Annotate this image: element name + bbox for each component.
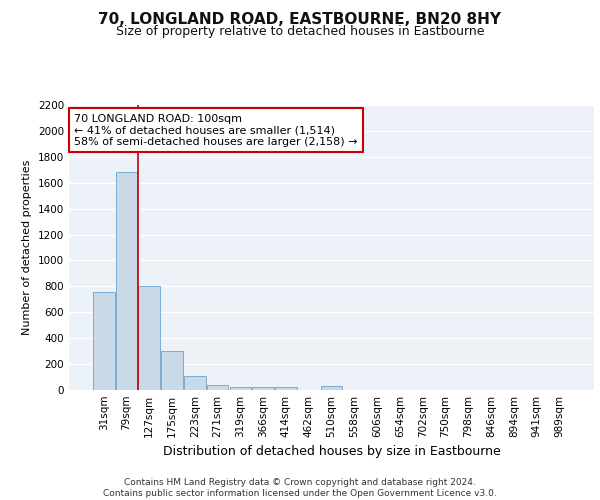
- Bar: [116, 172, 137, 390]
- Bar: [207, 386, 229, 390]
- Bar: [320, 386, 343, 390]
- Y-axis label: Number of detached properties: Number of detached properties: [22, 160, 32, 335]
- Text: Contains HM Land Registry data © Crown copyright and database right 2024.
Contai: Contains HM Land Registry data © Crown c…: [103, 478, 497, 498]
- Bar: [253, 388, 274, 390]
- Bar: [93, 292, 115, 390]
- Bar: [275, 388, 297, 390]
- Bar: [139, 286, 160, 390]
- Text: 70, LONGLAND ROAD, EASTBOURNE, BN20 8HY: 70, LONGLAND ROAD, EASTBOURNE, BN20 8HY: [98, 12, 502, 28]
- X-axis label: Distribution of detached houses by size in Eastbourne: Distribution of detached houses by size …: [163, 446, 500, 458]
- Bar: [161, 351, 183, 390]
- Bar: [184, 376, 206, 390]
- Text: 70 LONGLAND ROAD: 100sqm
← 41% of detached houses are smaller (1,514)
58% of sem: 70 LONGLAND ROAD: 100sqm ← 41% of detach…: [74, 114, 358, 147]
- Bar: [230, 387, 251, 390]
- Text: Size of property relative to detached houses in Eastbourne: Size of property relative to detached ho…: [116, 25, 484, 38]
